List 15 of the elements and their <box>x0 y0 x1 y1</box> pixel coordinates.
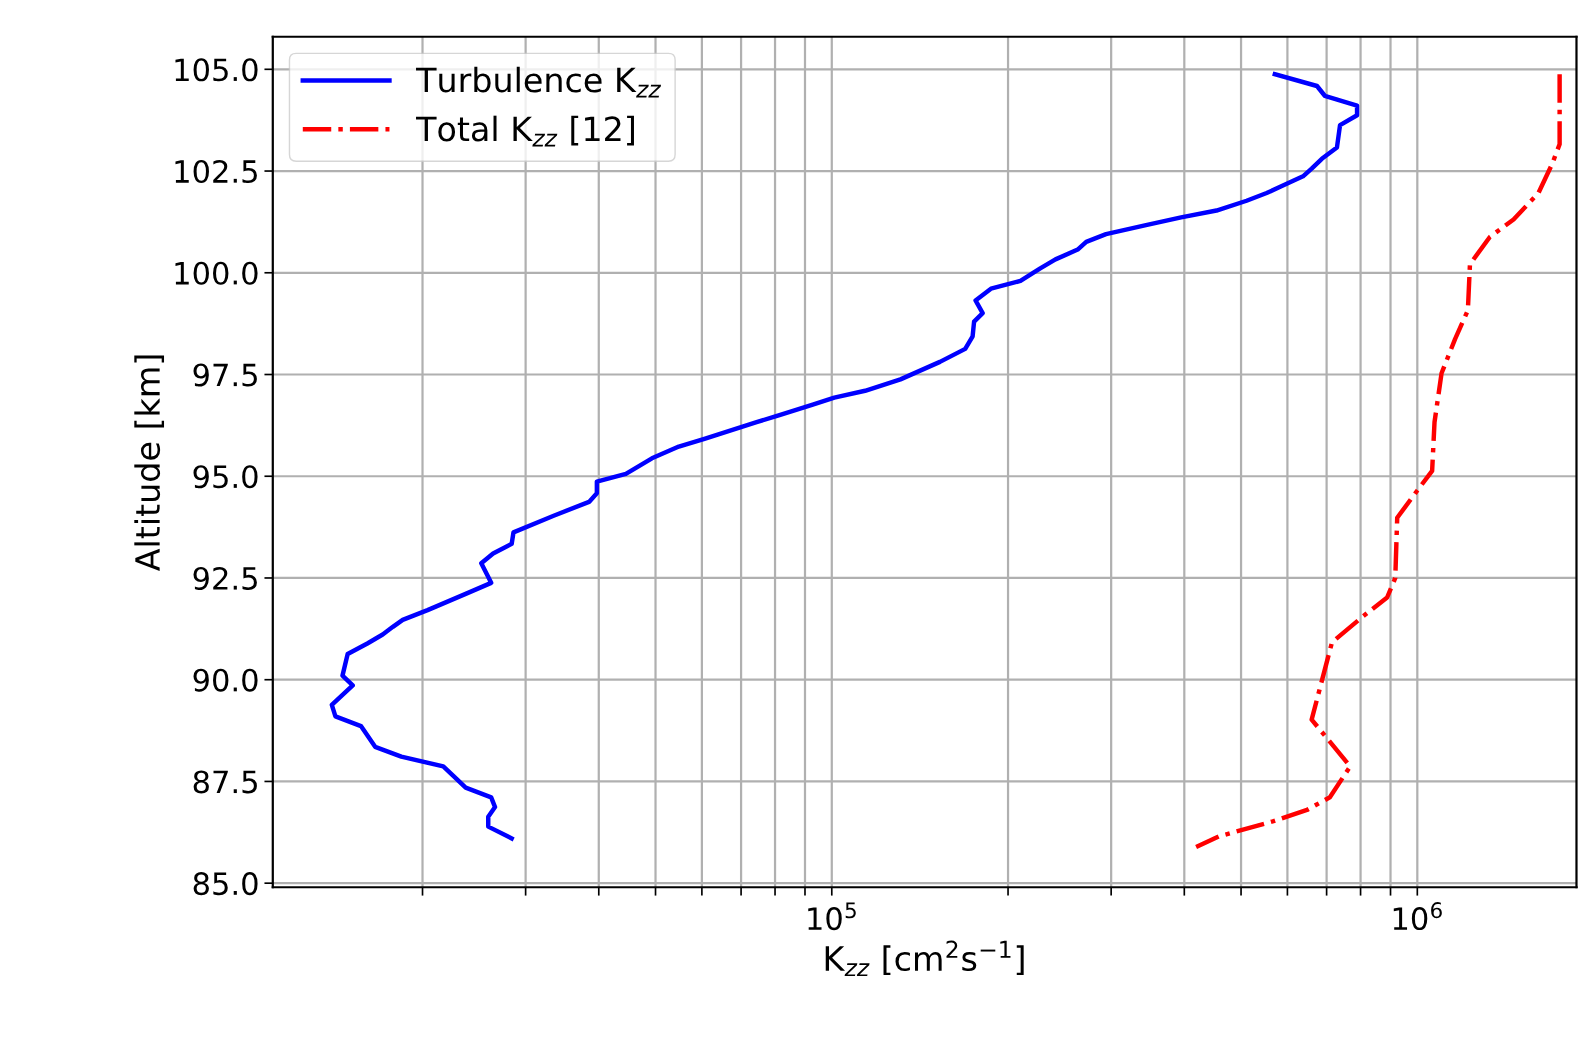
legend-label: Turbulence K$_{zz}$ <box>416 66 662 98</box>
y-tick-label: 85.0 <box>193 872 258 896</box>
x-tick-label: 10$^{5}$ <box>808 902 856 931</box>
y-tick-label: 95.0 <box>193 465 258 489</box>
y-tick-label: 100.0 <box>175 261 258 285</box>
x-axis-title: K$_{zz}$ [cm$^{2}$s$^{−1}$] <box>825 940 1024 977</box>
y-tick-label: 87.5 <box>193 770 257 794</box>
y-axis-title: Altitude [km] <box>134 355 165 572</box>
y-tick-label: 105.0 <box>175 58 258 82</box>
x-tick-label: 10$^{6}$ <box>1393 902 1442 931</box>
y-tick-label: 102.5 <box>175 159 257 184</box>
legend-label: Total K$_{zz}$ [12] <box>416 115 634 147</box>
y-tick-label: 92.5 <box>193 566 257 591</box>
y-tick-label: 97.5 <box>193 363 257 387</box>
y-tick-label: 90.0 <box>193 668 258 692</box>
